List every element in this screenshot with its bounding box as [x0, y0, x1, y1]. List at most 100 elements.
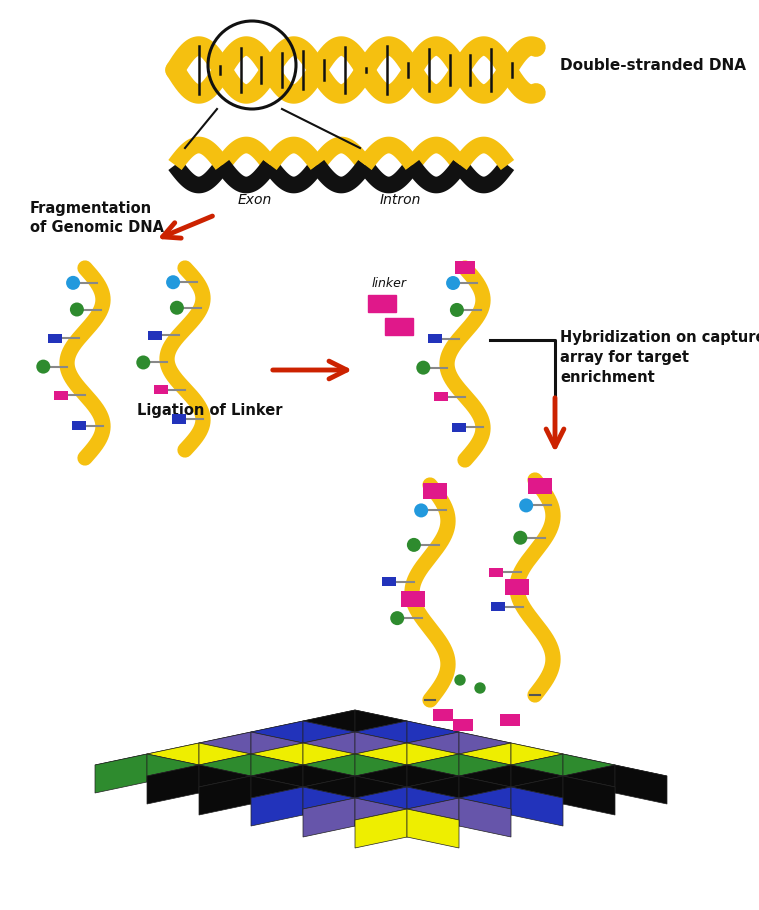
- Circle shape: [446, 276, 460, 290]
- Circle shape: [407, 538, 421, 551]
- Polygon shape: [355, 765, 459, 787]
- FancyBboxPatch shape: [453, 719, 473, 731]
- Polygon shape: [199, 754, 303, 776]
- Circle shape: [166, 275, 180, 289]
- Polygon shape: [407, 754, 459, 793]
- Polygon shape: [303, 765, 355, 804]
- Polygon shape: [95, 754, 147, 793]
- Polygon shape: [355, 809, 407, 848]
- FancyBboxPatch shape: [489, 568, 503, 577]
- Polygon shape: [199, 765, 251, 804]
- Polygon shape: [303, 743, 355, 782]
- Polygon shape: [199, 743, 251, 782]
- Polygon shape: [459, 787, 511, 826]
- Polygon shape: [303, 732, 355, 771]
- Polygon shape: [459, 732, 511, 771]
- FancyBboxPatch shape: [172, 414, 186, 423]
- Polygon shape: [251, 787, 303, 826]
- Polygon shape: [511, 776, 615, 798]
- Polygon shape: [407, 776, 511, 798]
- Polygon shape: [511, 787, 563, 826]
- Circle shape: [450, 690, 460, 700]
- FancyBboxPatch shape: [491, 602, 505, 612]
- Polygon shape: [407, 787, 459, 826]
- FancyBboxPatch shape: [500, 714, 520, 726]
- Polygon shape: [459, 743, 511, 782]
- Polygon shape: [355, 754, 407, 793]
- Polygon shape: [615, 765, 667, 804]
- Polygon shape: [355, 721, 407, 760]
- FancyBboxPatch shape: [368, 295, 396, 312]
- Polygon shape: [563, 765, 667, 787]
- Polygon shape: [251, 743, 303, 782]
- Polygon shape: [303, 710, 407, 732]
- Text: linker: linker: [371, 277, 407, 290]
- Polygon shape: [511, 765, 563, 804]
- Polygon shape: [303, 787, 355, 826]
- Polygon shape: [407, 721, 459, 760]
- Polygon shape: [407, 798, 459, 837]
- Circle shape: [416, 360, 430, 375]
- Polygon shape: [251, 787, 355, 809]
- Polygon shape: [303, 798, 355, 837]
- Polygon shape: [355, 787, 459, 809]
- Polygon shape: [147, 765, 199, 804]
- Text: Hybridization on capture
array for target
enrichment: Hybridization on capture array for targe…: [560, 330, 759, 385]
- Polygon shape: [355, 787, 407, 826]
- FancyBboxPatch shape: [433, 709, 453, 721]
- Circle shape: [475, 683, 485, 693]
- Polygon shape: [303, 776, 355, 815]
- Polygon shape: [251, 721, 303, 760]
- Polygon shape: [355, 732, 407, 771]
- Polygon shape: [563, 754, 615, 793]
- Polygon shape: [407, 743, 459, 782]
- Polygon shape: [199, 776, 303, 798]
- Polygon shape: [355, 721, 459, 743]
- Polygon shape: [199, 732, 303, 754]
- FancyBboxPatch shape: [452, 423, 466, 432]
- FancyBboxPatch shape: [428, 334, 442, 343]
- Polygon shape: [303, 721, 355, 760]
- FancyBboxPatch shape: [154, 385, 168, 394]
- FancyBboxPatch shape: [423, 483, 447, 499]
- Polygon shape: [95, 754, 199, 776]
- Polygon shape: [303, 732, 407, 754]
- Polygon shape: [251, 743, 355, 765]
- Polygon shape: [407, 754, 511, 776]
- Polygon shape: [459, 787, 563, 809]
- Polygon shape: [147, 765, 251, 787]
- Polygon shape: [407, 732, 459, 771]
- Polygon shape: [459, 765, 563, 787]
- Polygon shape: [251, 765, 355, 787]
- Polygon shape: [199, 732, 251, 771]
- Polygon shape: [303, 754, 355, 793]
- Polygon shape: [303, 776, 407, 798]
- Polygon shape: [355, 809, 459, 831]
- Polygon shape: [355, 743, 407, 782]
- Polygon shape: [511, 776, 563, 815]
- FancyBboxPatch shape: [55, 390, 68, 399]
- Polygon shape: [407, 809, 459, 848]
- FancyBboxPatch shape: [505, 580, 529, 595]
- FancyBboxPatch shape: [148, 330, 162, 339]
- FancyBboxPatch shape: [385, 318, 413, 335]
- Polygon shape: [407, 732, 511, 754]
- Polygon shape: [303, 710, 355, 749]
- Polygon shape: [303, 754, 407, 776]
- FancyBboxPatch shape: [455, 261, 475, 274]
- Circle shape: [519, 499, 533, 512]
- Polygon shape: [563, 765, 615, 804]
- Polygon shape: [355, 710, 407, 749]
- Polygon shape: [511, 754, 563, 793]
- Circle shape: [455, 675, 465, 685]
- Polygon shape: [459, 765, 511, 804]
- Polygon shape: [147, 754, 199, 793]
- FancyBboxPatch shape: [382, 577, 396, 586]
- Circle shape: [465, 700, 475, 710]
- Polygon shape: [511, 754, 615, 776]
- Text: Ligation of Linker: Ligation of Linker: [137, 402, 283, 418]
- Circle shape: [36, 359, 50, 374]
- Polygon shape: [355, 776, 407, 815]
- Polygon shape: [303, 798, 407, 820]
- Circle shape: [70, 302, 84, 317]
